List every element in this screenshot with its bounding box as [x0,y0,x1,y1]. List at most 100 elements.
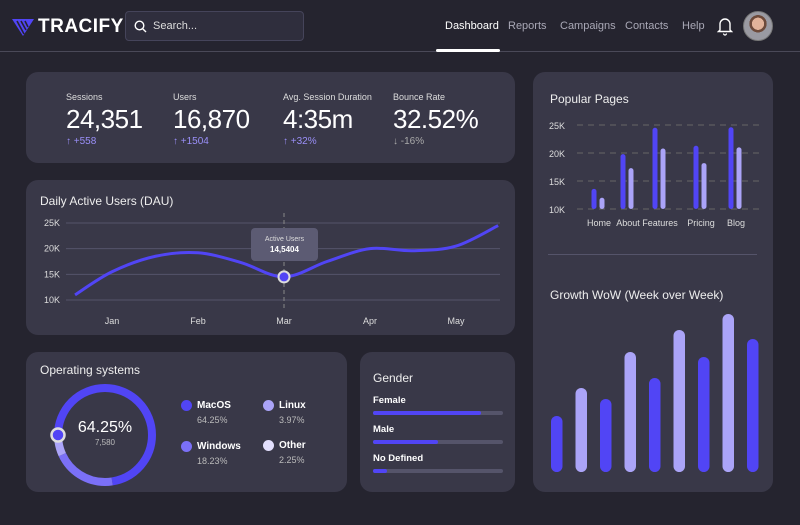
bar [600,399,612,472]
nav-contacts[interactable]: Contacts [625,20,669,32]
search-input[interactable] [153,20,293,32]
bar [673,330,685,472]
brand-logo[interactable]: TRACIFY [12,16,124,38]
bar [722,314,734,472]
stat-0: Sessions 24,351 ↑ +558 [66,92,143,147]
top-header [0,0,800,52]
gender-progress-fill [373,469,388,473]
y-tick-label: 20K [44,244,60,254]
gender-label: No Defined [373,453,424,464]
stat-change: ↑ +1504 [173,136,250,147]
stat-change-value: +558 [73,136,97,147]
gender-item: Female [373,395,503,415]
chart-tooltip: Active Users 14,5404 [251,228,318,261]
stat-label: Bounce Rate [393,92,446,102]
stat-change: ↓ -16% [393,136,478,147]
stat-change-value: -16% [400,136,425,147]
y-tick-label: 15K [549,177,565,187]
stat-change-value: +32% [290,136,317,147]
legend-dot-icon [181,441,192,452]
donut-handle[interactable] [50,427,66,443]
y-tick-label: 20K [549,149,565,159]
donut-center-value: 64.25% [77,419,133,436]
dau-title: Daily Active Users (DAU) [40,194,174,208]
tracify-logo-icon [12,19,34,36]
x-tick-label: May [447,316,465,326]
gender-title: Gender [373,371,414,385]
bar [649,378,661,472]
legend-other: Other 2.25% [263,440,306,465]
gender-item: Male [373,424,503,444]
legend-percent: 2.25% [279,455,305,465]
arrow-up-icon: ↑ [283,136,288,147]
stat-value: 24,351 [66,104,143,134]
legend-percent: 64.25% [197,415,228,425]
stat-label: Users [173,92,197,102]
search-icon [134,19,147,32]
bar [652,127,658,209]
stat-change-value: +1504 [180,136,209,147]
legend-windows: Windows 18.23% [181,441,241,466]
stat-3: Bounce Rate 32.52% ↓ -16% [393,92,479,147]
legend-linux: Linux 3.97% [263,400,306,425]
active-tab-indicator [436,49,500,52]
stat-change: ↑ +32% [283,136,372,147]
avatar[interactable] [743,11,773,41]
x-tick-label: Home [587,218,611,228]
search-box[interactable] [125,11,304,41]
gender-progress [373,469,503,473]
stat-value: 32.52% [393,104,479,134]
divider [548,254,757,255]
gender-progress-fill [373,440,438,444]
bar [551,416,563,472]
gender-label: Female [373,395,406,406]
y-tick-label: 25K [44,218,60,228]
legend-macos: MacOS 64.25% [181,400,231,425]
nav-help[interactable]: Help [682,20,705,32]
brand-name: TRACIFY [38,16,124,37]
arrow-up-icon: ↑ [66,136,71,147]
hover-point[interactable] [277,270,291,284]
nav-campaigns[interactable]: Campaigns [560,20,616,32]
y-tick-label: 10K [44,295,60,305]
bar [736,147,742,209]
bar [624,352,636,472]
legend-dot-icon [263,440,274,451]
nav-reports[interactable]: Reports [508,20,547,32]
x-tick-label: Feb [190,316,206,326]
bar [747,339,759,472]
growth-chart [551,314,759,472]
bar [693,145,699,209]
bar [620,154,626,209]
os-donut-chart [50,384,156,486]
legend-percent: 3.97% [279,415,305,425]
legend-percent: 18.23% [197,456,228,466]
growth-title: Growth WoW (Week over Week) [550,288,724,302]
gender-progress-fill [373,411,481,415]
slice-windows [54,384,156,486]
bell-icon[interactable] [717,16,733,36]
gender-progress [373,440,503,444]
popular-pages-chart: 10K 15K 20K 25K Home About Features Pricing Blog [549,121,760,228]
gender-item: No Defined [373,453,503,473]
legend-label: Other [279,440,306,451]
donut-center-sub: 7,580 [94,438,116,447]
stat-1: Users 16,870 ↑ +1504 [173,92,250,147]
bar [698,357,710,472]
gender-card [360,352,515,492]
y-tick-label: 10K [549,205,565,215]
arrow-up-icon: ↑ [173,136,178,147]
bar [701,163,707,209]
y-tick-label: 15K [44,269,60,279]
x-tick-label: Pricing [687,218,715,228]
tooltip-label: Active Users [264,236,305,243]
stat-value: 4:35m [283,104,353,134]
nav-dashboard[interactable]: Dashboard [445,20,499,32]
stats-card [26,72,515,163]
popular-pages-title: Popular Pages [550,92,629,106]
legend-label: Linux [279,400,306,411]
x-tick-label: Apr [363,316,377,326]
os-title: Operating systems [40,363,141,377]
stat-change: ↑ +558 [66,136,143,147]
stat-2: Avg. Session Duration 4:35m ↑ +32% [283,92,372,147]
